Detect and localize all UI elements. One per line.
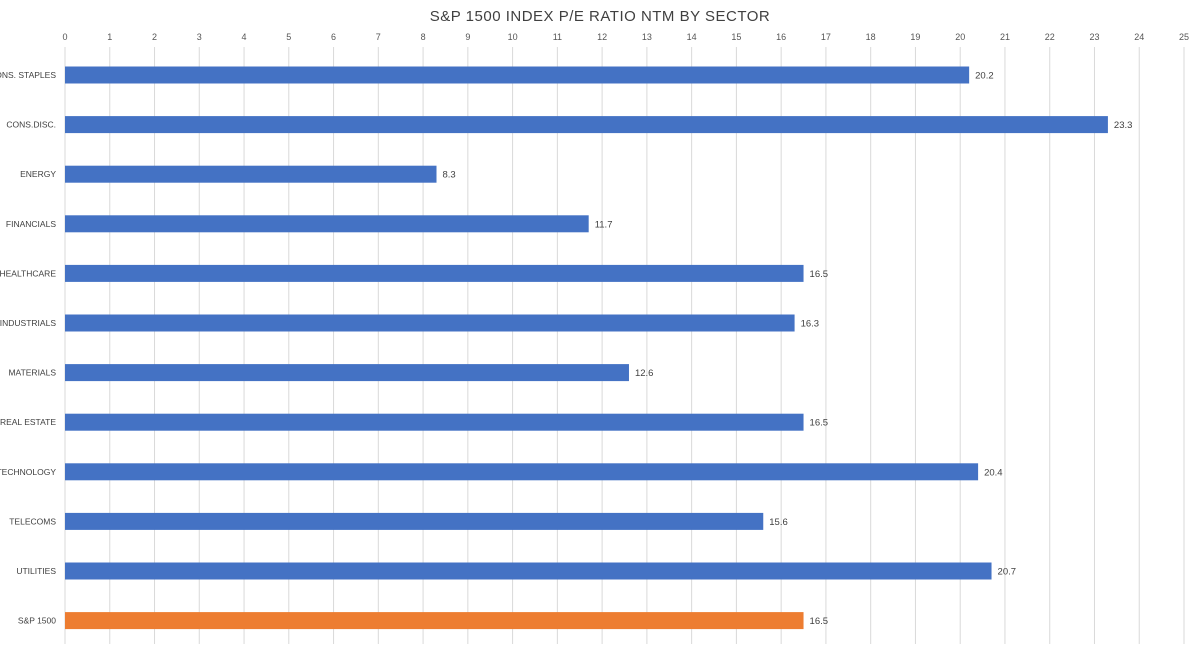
x-tick-label-4: 4 <box>242 32 247 42</box>
category-label-industrials: INDUSTRIALS <box>0 318 56 328</box>
bars <box>65 66 1108 630</box>
bar-s-p-1500 <box>65 612 804 630</box>
category-label-cons-disc: CONS.DISC. <box>6 120 56 130</box>
x-tick-label-9: 9 <box>465 32 470 42</box>
x-tick-label-24: 24 <box>1134 32 1144 42</box>
x-tick-label-23: 23 <box>1089 32 1099 42</box>
x-tick-label-20: 20 <box>955 32 965 42</box>
x-tick-label-6: 6 <box>331 32 336 42</box>
x-tick-label-3: 3 <box>197 32 202 42</box>
x-tick-label-15: 15 <box>731 32 741 42</box>
data-label-industrials: 16.3 <box>801 319 820 330</box>
x-tick-label-8: 8 <box>421 32 426 42</box>
x-tick-label-0: 0 <box>62 32 67 42</box>
data-label-energy: 8.3 <box>443 170 456 181</box>
x-tick-label-7: 7 <box>376 32 381 42</box>
bar-telecoms <box>65 512 764 530</box>
x-tick-label-14: 14 <box>687 32 697 42</box>
bar-energy <box>65 165 437 183</box>
x-tick-label-11: 11 <box>553 32 562 42</box>
x-tick-label-1: 1 <box>107 32 112 42</box>
category-labels: CONS. STAPLES CONS.DISC. ENERGY FINANCIALS H… <box>0 70 56 626</box>
bar-financials <box>65 215 589 233</box>
category-label-telecoms: TELECOMS <box>9 516 56 526</box>
category-label-healthcare: HEALTHCARE <box>0 268 56 278</box>
category-label-materials: MATERIALS <box>8 368 56 378</box>
data-label-utilities: 20.7 <box>998 567 1017 578</box>
bar-real-estate <box>65 413 804 431</box>
x-tick-label-16: 16 <box>776 32 786 42</box>
gridlines <box>64 47 1185 644</box>
data-label-s-p-1500: 16.5 <box>810 616 829 627</box>
x-tick-label-18: 18 <box>866 32 876 42</box>
x-tick-label-5: 5 <box>286 32 291 42</box>
data-label-healthcare: 16.5 <box>810 269 829 280</box>
x-tick-label-22: 22 <box>1045 32 1055 42</box>
data-label-materials: 12.6 <box>635 368 654 379</box>
x-tick-label-19: 19 <box>910 32 920 42</box>
bar-utilities <box>65 562 992 580</box>
category-label-cons-staples: CONS. STAPLES <box>0 70 56 80</box>
x-tick-label-17: 17 <box>821 32 831 42</box>
x-tick-label-12: 12 <box>597 32 607 42</box>
category-label-technology: TECHNOLOGY <box>0 467 56 477</box>
data-label-financials: 11.7 <box>595 219 613 230</box>
category-label-s-p-1500: S&P 1500 <box>18 616 56 626</box>
category-label-real-estate: REAL ESTATE <box>0 417 56 427</box>
data-label-telecoms: 15.6 <box>769 517 788 528</box>
bar-cons-staples <box>65 66 970 84</box>
category-label-energy: ENERGY <box>20 169 56 179</box>
category-label-utilities: UTILITIES <box>16 566 56 576</box>
category-label-financials: FINANCIALS <box>6 219 56 229</box>
chart-title: S&P 1500 INDEX P/E RATIO NTM BY SECTOR <box>429 8 771 25</box>
x-tick-label-2: 2 <box>152 32 157 42</box>
bar-industrials <box>65 314 795 332</box>
x-tick-label-13: 13 <box>642 32 652 42</box>
data-label-cons-staples: 20.2 <box>975 71 994 82</box>
data-label-technology: 20.4 <box>984 467 1003 478</box>
x-tick-label-21: 21 <box>1000 32 1010 42</box>
bar-healthcare <box>65 264 804 282</box>
data-label-cons-disc: 23.3 <box>1114 120 1133 131</box>
bar-materials <box>65 364 629 382</box>
data-labels: 20.2 23.3 8.3 11.7 16.5 16.3 12.6 16.5 20.4 15.6 2… <box>443 71 1133 628</box>
data-label-real-estate: 16.5 <box>810 418 829 429</box>
x-tick-label-25: 25 <box>1179 32 1189 42</box>
x-axis-ticks: 0 1 2 3 4 5 6 7 8 9 10 11 12 13 14 15 16 17 18 19 20 21 22 23 24… <box>62 32 1189 42</box>
bar-cons-disc <box>65 116 1108 134</box>
x-tick-label-10: 10 <box>508 32 518 42</box>
bar-technology <box>65 463 979 481</box>
